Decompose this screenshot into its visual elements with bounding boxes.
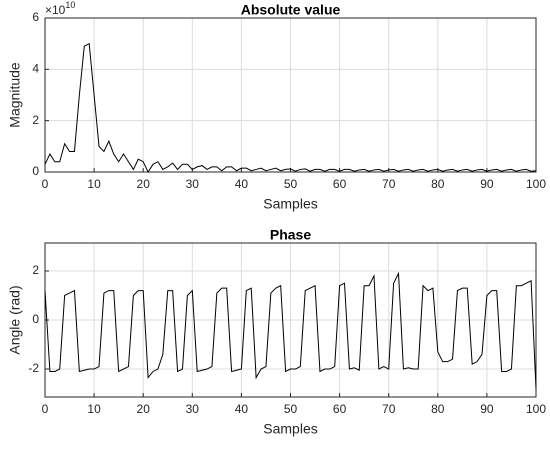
x-tick-label: 40 (235, 402, 249, 416)
y-tick-label: 2 (32, 263, 39, 277)
x-tick-label: 60 (333, 177, 347, 191)
y-multiplier-base: ×10 (45, 3, 66, 17)
y-tick-label: 0 (32, 164, 39, 178)
x-tick-label: 70 (382, 177, 396, 191)
y-tick-label: -2 (28, 361, 39, 375)
x-tick-label: 0 (42, 177, 49, 191)
data-line (44, 271, 537, 389)
x-tick-label: 10 (87, 402, 101, 416)
y-multiplier: ×1010 (45, 0, 75, 17)
y-axis-label: Angle (rad) (7, 285, 23, 354)
x-tick-label: 20 (137, 402, 151, 416)
axes-box (44, 242, 537, 398)
x-tick-label: 10 (87, 177, 101, 191)
x-tick-label: 100 (526, 402, 546, 416)
x-tick-label: 90 (480, 177, 494, 191)
x-tick-label: 90 (480, 402, 494, 416)
x-tick-label: 80 (431, 177, 445, 191)
x-tick-label: 0 (42, 402, 49, 416)
chart-title: Phase (270, 227, 311, 243)
x-tick-label: 50 (284, 177, 298, 191)
x-tick-label: 20 (137, 177, 151, 191)
y-tick-label: 4 (32, 62, 39, 76)
x-tick-label: 80 (431, 402, 445, 416)
x-axis-label: Samples (263, 421, 317, 437)
chart-title: Absolute value (241, 2, 341, 18)
y-tick-label: 2 (32, 113, 39, 127)
y-tick-label: 6 (32, 10, 39, 24)
x-tick-label: 30 (186, 402, 200, 416)
x-tick-label: 40 (235, 177, 249, 191)
x-axis-label: Samples (263, 196, 317, 212)
x-tick-label: 30 (186, 177, 200, 191)
y-multiplier-power: 10 (65, 0, 75, 10)
y-axis-label: Magnitude (7, 62, 23, 128)
axes-box (44, 17, 537, 173)
x-tick-label: 60 (333, 402, 347, 416)
x-tick-label: 100 (526, 177, 546, 191)
y-tick-label: 0 (32, 312, 39, 326)
x-tick-label: 70 (382, 402, 396, 416)
data-line (44, 42, 537, 174)
x-tick-label: 50 (284, 402, 298, 416)
